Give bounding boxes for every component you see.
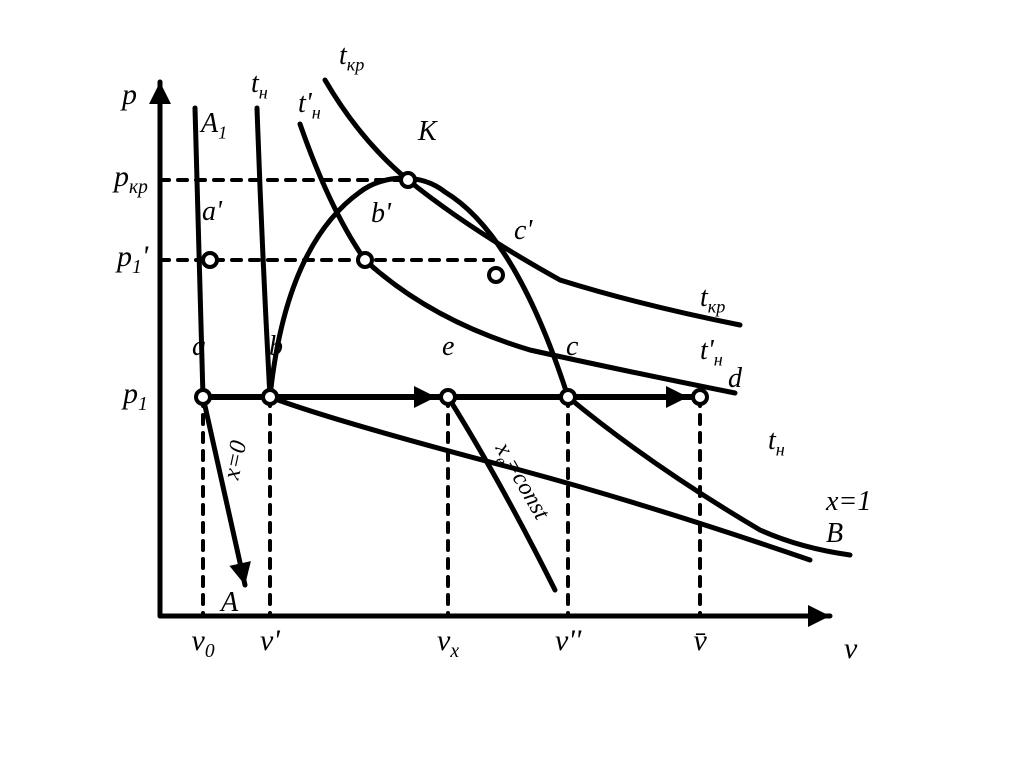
label-p1p: p1' — [117, 242, 148, 278]
diagram-svg — [0, 0, 1024, 767]
label-x1: x=1 — [826, 488, 871, 516]
label-ap: a' — [202, 198, 222, 226]
label-A: A — [221, 589, 238, 617]
label-p1: p1 — [123, 379, 148, 415]
label-vdp: v'' — [555, 626, 581, 656]
label-d: d — [728, 365, 742, 393]
label-cp: c' — [514, 217, 532, 245]
phase-diagram: p v pкр p1' p1 v0 v' vx v'' v̄ a b e c d a' b' c' K A1 tн t'н… — [0, 0, 1024, 767]
label-b: b — [269, 333, 283, 361]
label-A1: A1 — [201, 110, 227, 142]
label-tkr-end: tкр — [700, 284, 725, 316]
label-vp: v' — [260, 626, 280, 656]
label-vx: vx — [437, 626, 459, 662]
label-bp: b' — [371, 200, 391, 228]
label-B: B — [826, 520, 843, 548]
label-e: e — [442, 333, 454, 361]
label-y-axis: p — [122, 80, 137, 110]
label-vbar: v̄ — [694, 626, 707, 656]
label-tH-top: tн — [251, 70, 268, 102]
label-tHp-end: t'н — [700, 337, 723, 369]
label-a: a — [192, 333, 206, 361]
label-K: K — [418, 118, 437, 146]
label-pkr: pкр — [114, 162, 148, 198]
label-x-axis: v — [844, 634, 857, 664]
label-v0: v0 — [192, 626, 215, 662]
label-tkr-top: tкр — [339, 42, 364, 74]
label-tHp-top: t'н — [298, 90, 321, 122]
label-c: c — [566, 333, 578, 361]
label-tH-end: tн — [768, 427, 785, 459]
